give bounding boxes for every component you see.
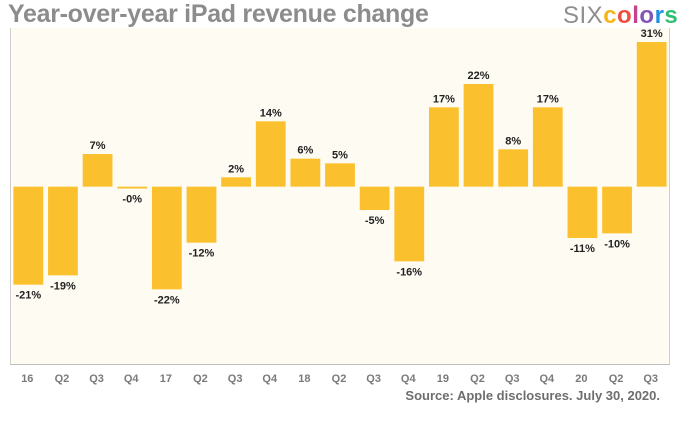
bar [602,186,632,234]
data-label: 17% [433,93,455,105]
x-tick-label: Q2 [193,373,208,385]
data-label: -22% [154,294,180,306]
bar [221,177,251,187]
data-label: 17% [537,93,559,105]
x-tick-label: Q4 [539,373,555,385]
x-tick-label: Q2 [609,373,624,385]
bar-chart: -21% -19% 7% -0% -22% -12% 2% 14% 6% 5% -5% -16% 17%… [13,28,667,306]
bar [463,84,494,187]
bar [325,163,355,187]
bar [359,186,390,210]
bar [48,186,78,276]
data-label: 5% [332,149,348,161]
data-label: -5% [365,215,385,227]
data-label: -0% [122,194,142,206]
x-tick-label: Q4 [124,373,140,385]
x-tick-label: Q2 [470,373,485,385]
data-label: -16% [396,266,422,278]
data-label: 22% [468,70,490,82]
bar [394,186,425,262]
data-label: 31% [641,28,663,40]
data-label: -19% [50,280,76,292]
logo-six-text: SIX [563,2,604,29]
bar [636,42,667,187]
x-tick-label: Q3 [643,373,658,385]
x-tick-label: 20 [575,373,587,385]
logo-letter: o [639,2,655,29]
x-tick-label: Q3 [505,373,520,385]
data-label: 6% [297,145,313,157]
data-label: 14% [260,107,282,119]
x-tick-label: Q4 [262,373,278,385]
x-tick-label: Q2 [332,373,347,385]
bar [255,121,286,187]
x-tick-label: Q4 [401,373,417,385]
plot-area: -21% -19% 7% -0% -22% -12% 2% 14% 6% 5% -5% -16% 17%… [10,28,670,365]
source-note: Source: Apple disclosures. July 30, 2020… [405,388,660,403]
data-label: -12% [189,248,215,260]
x-tick-label: Q3 [366,373,381,385]
data-label: -10% [604,238,630,250]
x-tick-label: 19 [437,373,449,385]
bar [429,107,459,187]
data-label: -11% [570,243,595,255]
x-tick-label: Q3 [89,373,104,385]
bar [186,186,217,243]
logo-letter: o [617,2,633,29]
logo-letter: l [632,2,640,29]
bar [13,186,44,285]
data-label: 8% [505,135,521,147]
bar [532,107,563,187]
x-axis: 16 Q2 Q3 Q4 17 Q2 Q3 Q4 18 Q2 Q3 Q4 19 Q2 Q3 Q4 20 Q2 Q3 [21,373,658,385]
logo-colors-text: colors [603,2,678,29]
x-tick-label: 18 [298,373,310,385]
sixcolors-logo: SIXcolors [563,2,678,30]
x-tick-label: 17 [160,373,172,385]
bar [498,149,529,187]
x-tick-label: 16 [21,373,33,385]
logo-letter: r [654,2,665,29]
bar [82,154,113,187]
x-tick-label: Q2 [55,373,70,385]
x-tick-label: Q3 [228,373,243,385]
bar [290,158,321,187]
bar [567,186,598,238]
bar [151,186,182,290]
bar [117,186,148,189]
logo-letter: s [664,2,679,29]
data-label: 7% [90,140,106,152]
data-label: 2% [228,163,244,175]
chart-title: Year-over-year iPad revenue change [8,0,429,28]
logo-letter: c [603,2,618,29]
data-label: -21% [15,290,41,302]
